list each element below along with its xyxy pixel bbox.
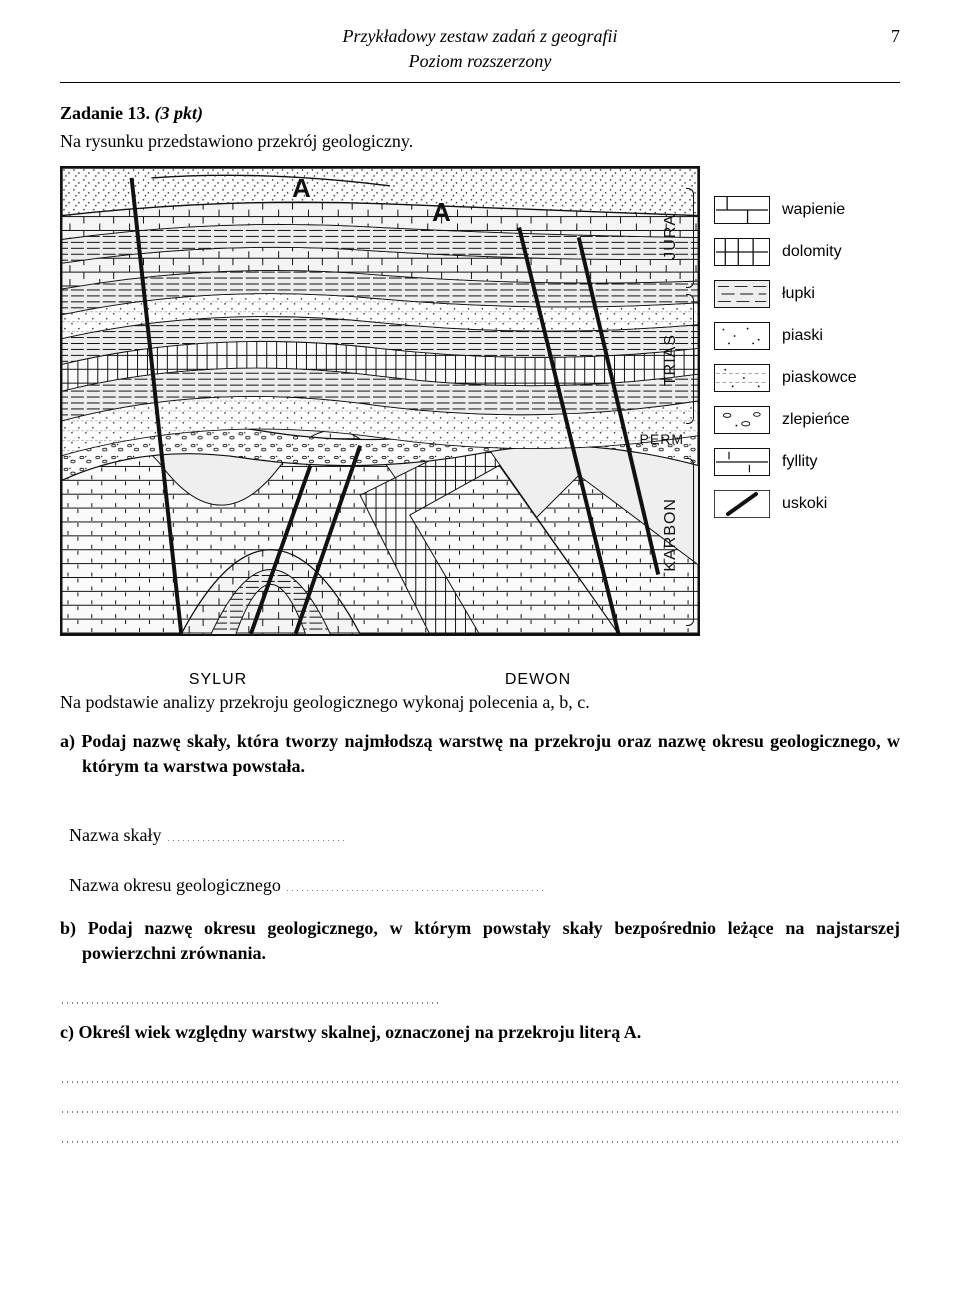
legend-item-zlepience: zlepieńce xyxy=(714,406,900,434)
answer-line-c-1 xyxy=(60,1063,900,1083)
task-points: (3 pkt) xyxy=(155,103,204,123)
dots-icon xyxy=(166,823,346,841)
header-line-1: Przykładowy zestaw zadań z geografii xyxy=(60,24,900,49)
dots-icon xyxy=(285,873,545,891)
swatch-wapienie xyxy=(714,196,770,224)
legend: wapienie dolomity łupki piaski piaskowce xyxy=(714,166,900,666)
geologic-cross-section: A A JURA TRIAS PERM KARBON xyxy=(60,166,700,636)
answer-line-b xyxy=(60,984,438,1004)
legend-item-piaski: piaski xyxy=(714,322,900,350)
page-number: 7 xyxy=(891,24,900,49)
legend-item-lupki: łupki xyxy=(714,280,900,308)
brace-karbon xyxy=(686,458,694,626)
instruction: Na podstawie analizy przekroju geologicz… xyxy=(60,690,900,715)
swatch-piaski xyxy=(714,322,770,350)
cross-section-svg xyxy=(62,168,698,634)
swatch-uskoki xyxy=(714,490,770,518)
legend-label: fyllity xyxy=(782,451,818,473)
swatch-zlepience xyxy=(714,406,770,434)
question-b: b) Podaj nazwę okresu geologicznego, w k… xyxy=(60,916,900,966)
legend-label: wapienie xyxy=(782,199,845,221)
task-intro: Na rysunku przedstawiono przekrój geolog… xyxy=(60,129,900,154)
task-title: Zadanie 13. (3 pkt) xyxy=(60,101,900,126)
legend-item-dolomity: dolomity xyxy=(714,238,900,266)
header-line-2: Poziom rozszerzony xyxy=(60,49,900,74)
task-number: Zadanie 13. xyxy=(60,103,150,123)
marker-A-1: A xyxy=(292,170,311,206)
swatch-fyllity xyxy=(714,448,770,476)
marker-A-2: A xyxy=(432,194,451,230)
answer-line-c-3 xyxy=(60,1123,900,1143)
legend-label: łupki xyxy=(782,283,815,305)
period-trias: TRIAS xyxy=(660,334,682,386)
diagram-wrap: A A JURA TRIAS PERM KARBON SYLUR DEWON xyxy=(60,166,700,666)
legend-item-wapienie: wapienie xyxy=(714,196,900,224)
legend-item-uskoki: uskoki xyxy=(714,490,900,518)
period-sylur: SYLUR xyxy=(189,669,247,691)
figure: A A JURA TRIAS PERM KARBON SYLUR DEWON w… xyxy=(60,166,900,666)
legend-label: dolomity xyxy=(782,241,842,263)
brace-trias xyxy=(686,294,694,424)
swatch-lupki xyxy=(714,280,770,308)
question-a: a) Podaj nazwę skały, która tworzy najmł… xyxy=(60,729,900,779)
period-dewon: DEWON xyxy=(505,669,571,691)
swatch-dolomity xyxy=(714,238,770,266)
legend-item-piaskowce: piaskowce xyxy=(714,364,900,392)
swatch-piaskowce xyxy=(714,364,770,392)
bottom-period-labels: SYLUR DEWON xyxy=(60,669,700,691)
legend-label: zlepieńce xyxy=(782,409,850,431)
period-karbon: KARBON xyxy=(660,498,682,572)
legend-item-fyllity: fyllity xyxy=(714,448,900,476)
legend-label: piaskowce xyxy=(782,367,857,389)
question-c: c) Określ wiek względny warstwy skalnej,… xyxy=(60,1020,900,1045)
answer-line-c-2 xyxy=(60,1093,900,1113)
brace-jura xyxy=(686,188,694,288)
answer-a-right-label: Nazwa okresu geologicznego xyxy=(69,875,285,895)
legend-label: piaski xyxy=(782,325,823,347)
period-perm: PERM xyxy=(640,430,684,450)
period-jura: JURA xyxy=(660,214,682,260)
answer-line-a: Nazwa skały Nazwa okresu geologicznego xyxy=(60,797,900,898)
answer-a-left-label: Nazwa skały xyxy=(69,825,166,845)
legend-label: uskoki xyxy=(782,493,827,515)
page-header: Przykładowy zestaw zadań z geografii Poz… xyxy=(60,24,900,83)
